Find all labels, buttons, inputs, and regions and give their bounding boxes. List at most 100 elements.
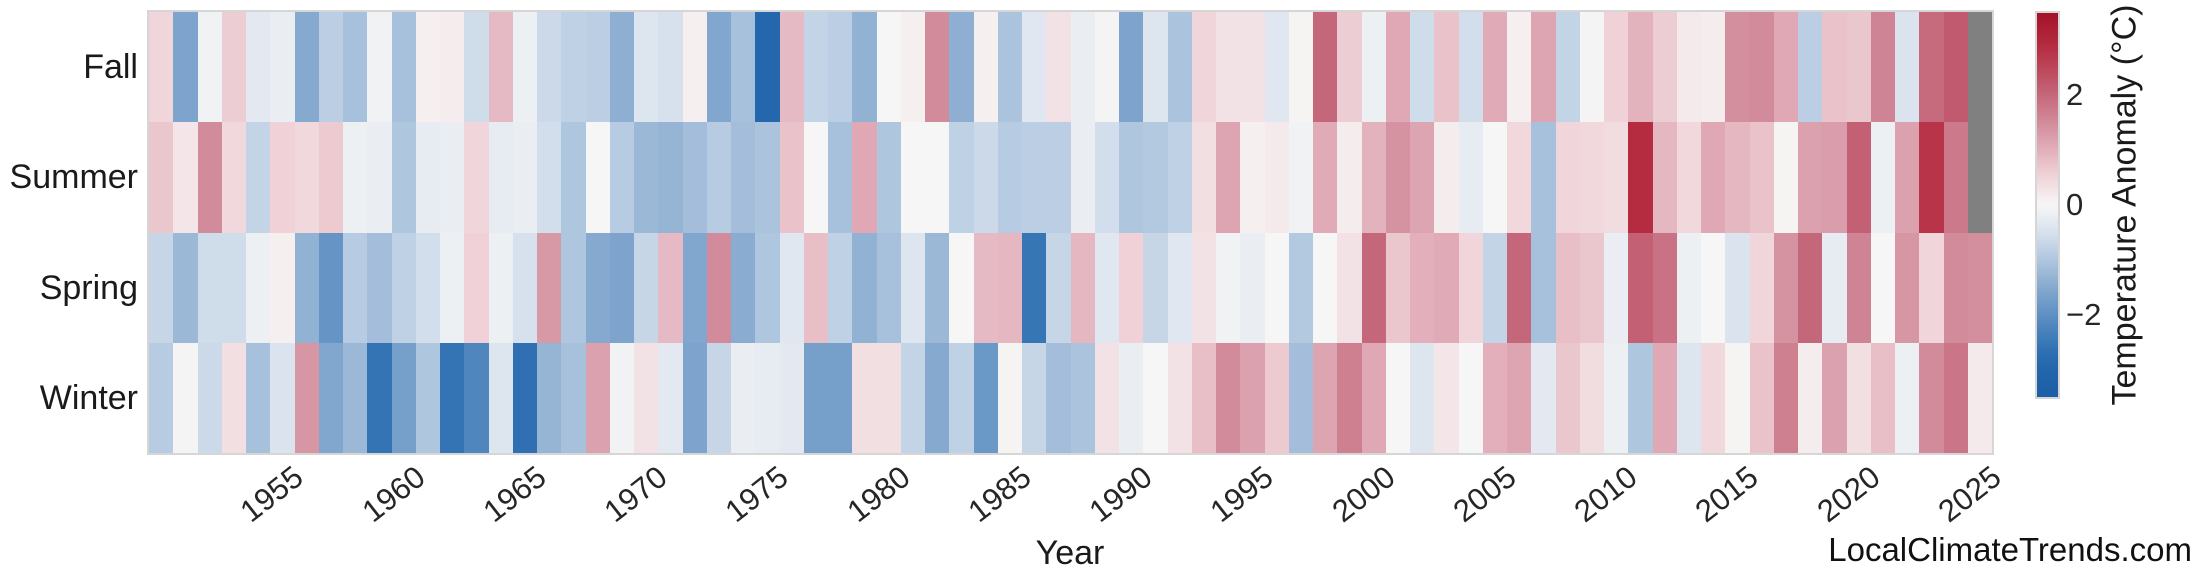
heatmap-cell [173,122,198,233]
heatmap-cell [1070,342,1095,453]
heatmap-cell [415,342,440,453]
heatmap-cell [1482,342,1507,453]
heatmap-cell [1531,122,1556,233]
heatmap-cell [318,232,343,343]
heatmap-cell [1482,12,1507,123]
heatmap-cell [1022,342,1047,453]
heatmap-cell [949,232,974,343]
heatmap-cell [561,122,586,233]
heatmap-cell [512,342,537,453]
heatmap-cell [1313,12,1338,123]
heatmap-cell [997,232,1022,343]
heatmap-cell [609,342,634,453]
heatmap-cell [900,122,925,233]
heatmap-cell [1967,342,1992,453]
colorbar-tick-label: 0 [2066,187,2084,222]
heatmap-cell [1870,342,1895,453]
heatmap-cell [1361,232,1386,343]
heatmap-cell [270,232,295,343]
heatmap-cell [1895,232,1920,343]
heatmap-cell [876,232,901,343]
x-tick-label: 2020 [1810,459,1887,530]
heatmap-cell [1313,232,1338,343]
heatmap-cell [415,232,440,343]
heatmap-cell [755,122,780,233]
heatmap-cell [634,122,659,233]
heatmap-cell [1240,232,1265,343]
heatmap-cell [1167,232,1192,343]
heatmap-cell [318,12,343,123]
heatmap-cell [1846,232,1871,343]
heatmap-cell [1822,122,1847,233]
heatmap-cell [1579,12,1604,123]
heatmap-cell [1652,232,1677,343]
heatmap-cell [1604,232,1629,343]
heatmap-cell [997,122,1022,233]
heatmap-cell [1919,122,1944,233]
heatmap-cell [415,12,440,123]
heatmap-cell [1773,232,1798,343]
heatmap-cell [391,342,416,453]
heatmap-cell [682,342,707,453]
heatmap-cell [900,342,925,453]
heatmap-cell [1870,12,1895,123]
heatmap-cell [634,232,659,343]
heatmap-cell [537,122,562,233]
heatmap-cell [1046,12,1071,123]
heatmap-cell [1216,232,1241,343]
heatmap-cell [318,122,343,233]
heatmap-cell [1822,12,1847,123]
heatmap-cell [1410,342,1435,453]
heatmap-cell [1094,12,1119,123]
heatmap-cell [949,122,974,233]
heatmap-cell [828,12,853,123]
heatmap-cell [246,122,271,233]
heatmap-cell [343,232,368,343]
heatmap-cell [1361,342,1386,453]
heatmap-cell [828,122,853,233]
heatmap-cell [1288,232,1313,343]
heatmap-cell [1846,122,1871,233]
heatmap-cell [561,232,586,343]
heatmap-cell [731,232,756,343]
heatmap-cell [197,12,222,123]
heatmap-cell [803,12,828,123]
heatmap-cell [1361,122,1386,233]
heatmap-cell [246,12,271,123]
heatmap-cell [1434,232,1459,343]
heatmap-cell [731,12,756,123]
heatmap-cell [1288,12,1313,123]
heatmap-cell [1725,342,1750,453]
heatmap-cell [440,232,465,343]
x-tick-label: 2000 [1325,459,1402,530]
heatmap-cell [1967,232,1992,343]
heatmap-cell [1143,232,1168,343]
heatmap-cell [1434,122,1459,233]
heatmap-cell [1385,122,1410,233]
heatmap-cell [197,122,222,233]
heatmap-cell [1240,122,1265,233]
heatmap-cell [1119,232,1144,343]
heatmap-cell [561,12,586,123]
heatmap-cell [1749,342,1774,453]
heatmap-cell [318,342,343,453]
heatmap-cell [1022,232,1047,343]
heatmap-cell [464,12,489,123]
heatmap-cell [682,232,707,343]
heatmap-cell [1579,342,1604,453]
heatmap-cell [149,122,174,233]
heatmap-cell [1264,12,1289,123]
heatmap-cell [1458,232,1483,343]
heatmap-cell [1410,232,1435,343]
heatmap-cell [343,342,368,453]
heatmap-cell [658,12,683,123]
x-tick-label: 1960 [355,459,432,530]
heatmap-cell [1094,342,1119,453]
heatmap-cell [173,12,198,123]
heatmap-cell [1507,232,1532,343]
heatmap-cell [585,232,610,343]
heatmap-cell [464,232,489,343]
heatmap-cell [1579,122,1604,233]
heatmap-cell [1846,342,1871,453]
heatmap-cell [1531,232,1556,343]
